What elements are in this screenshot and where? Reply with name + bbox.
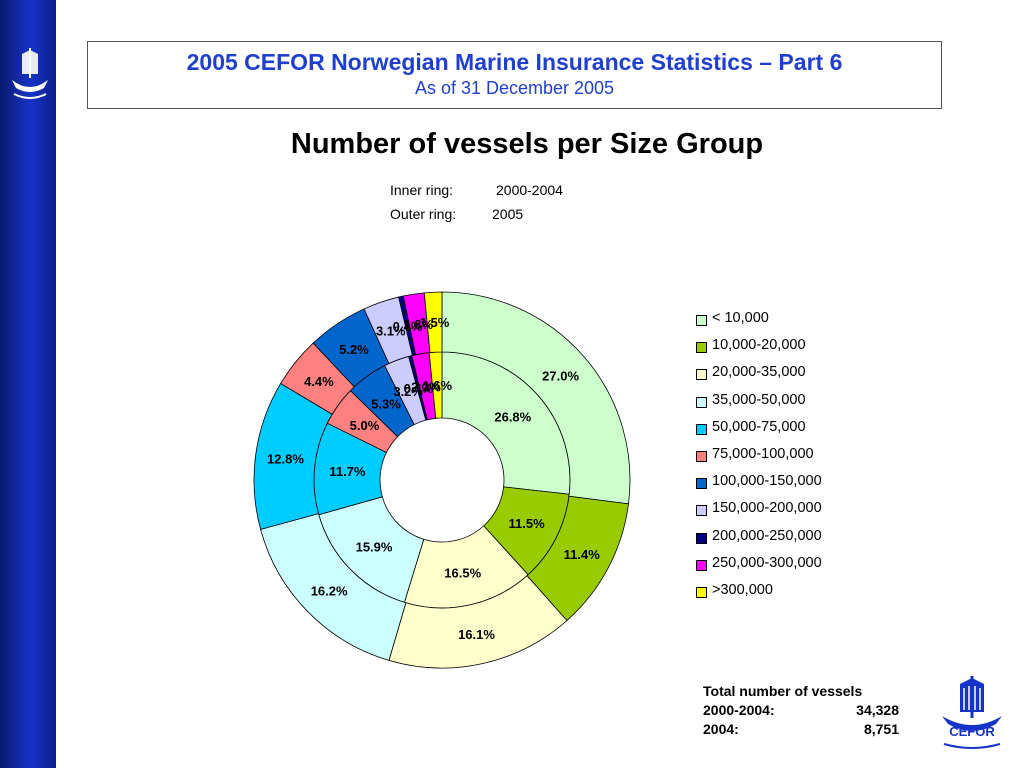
legend-label: 50,000-75,000 [712,418,806,435]
legend-label: 10,000-20,000 [712,337,806,354]
inner-ring-data-label: 11.5% [509,516,546,531]
inner-ring-data-label: 0.4% [404,381,434,396]
legend-label: 20,000-35,000 [712,364,806,381]
inner-ring-data-label: 5.3% [371,396,401,411]
legend-label: 75,000-100,000 [712,445,814,462]
legend-label: 35,000-50,000 [712,391,806,408]
legend-swatch [696,315,707,326]
legend-label: 200,000-250,000 [712,527,822,544]
totals-row: 2000-2004: 34,328 [703,702,899,721]
legend-swatch [696,342,707,354]
totals-row-label: 2000-2004: [703,702,775,718]
outer-ring-data-label: 16.1% [458,627,495,642]
legend-swatch [696,586,707,598]
legend-label: 150,000-200,000 [712,500,822,517]
outer-ring-data-label: 27.0% [542,369,579,384]
corner-logo: CEFOR [936,672,1008,752]
inner-ring-data-label: 26.8% [494,410,531,425]
inner-ring-data-label: 16.5% [444,566,481,581]
logo-text: CEFOR [949,724,995,739]
totals-row: 2004: 8,751 [703,721,899,740]
outer-ring-data-label: 3.1% [376,324,406,339]
totals-box: Total number of vessels 2000-2004: 34,32… [703,683,899,740]
outer-ring-note: Outer ring: 2005 [390,206,523,222]
cefor-logo-icon [12,48,48,99]
inner-ring-data-label: 5.0% [350,418,380,433]
outer-ring-data-label: 4.4% [304,374,334,389]
legend-swatch [696,478,707,490]
inner-ring-data-label: 3.2% [393,384,423,399]
inner-ring-data-label: 1.6% [422,378,452,393]
legend-swatch [696,532,707,544]
outer-ring-data-label: 0.4% [393,319,423,334]
legend-label: 100,000-150,000 [712,473,822,490]
cefor-ship-icon: CEFOR [942,676,1002,749]
outer-ring-label: Outer ring: [390,206,457,222]
legend-swatch [696,396,707,408]
legend-swatch [696,423,707,435]
legend-label: < 10,000 [712,310,769,326]
legend-swatch [696,505,707,517]
inner-ring-data-label: 2.2% [411,379,441,394]
legend-swatch [696,369,707,381]
outer-ring-data-label: 11.4% [564,547,601,562]
slide-subtitle: As of 31 December 2005 [414,78,615,98]
outer-ring-data-label: 1.5% [420,315,450,330]
totals-row-value: 8,751 [863,721,899,737]
totals-heading: Total number of vessels [703,683,863,699]
outer-ring-data-label: 12.8% [267,451,304,466]
inner-ring-value: 2000-2004 [496,182,563,198]
side-bar [0,0,56,768]
inner-ring-data-label: 11.7% [329,464,366,479]
slide-title: 2005 CEFOR Norwegian Marine Insurance St… [186,49,843,75]
totals-row-value: 34,328 [856,702,899,718]
totals-row-label: 2004: [703,721,739,737]
legend-swatch [696,450,707,462]
outer-ring-data-label: 1.8% [403,317,433,332]
outer-ring-slice [423,291,443,354]
title-box: 2005 CEFOR Norwegian Marine Insurance St… [87,41,942,109]
legend-label: >300,000 [712,581,773,598]
legend-swatch [696,559,707,571]
outer-ring-data-label: 5.2% [339,342,369,357]
inner-ring-data-label: 15.9% [356,539,393,554]
legend-label: 250,000-300,000 [712,554,822,571]
chart-title: Number of vessels per Size Group [290,128,764,160]
inner-ring-note: Inner ring: 2000-2004 [390,182,563,198]
outer-ring-data-label: 16.2% [311,584,348,599]
inner-ring-label: Inner ring: [390,182,454,198]
outer-ring-value: 2005 [492,206,524,222]
